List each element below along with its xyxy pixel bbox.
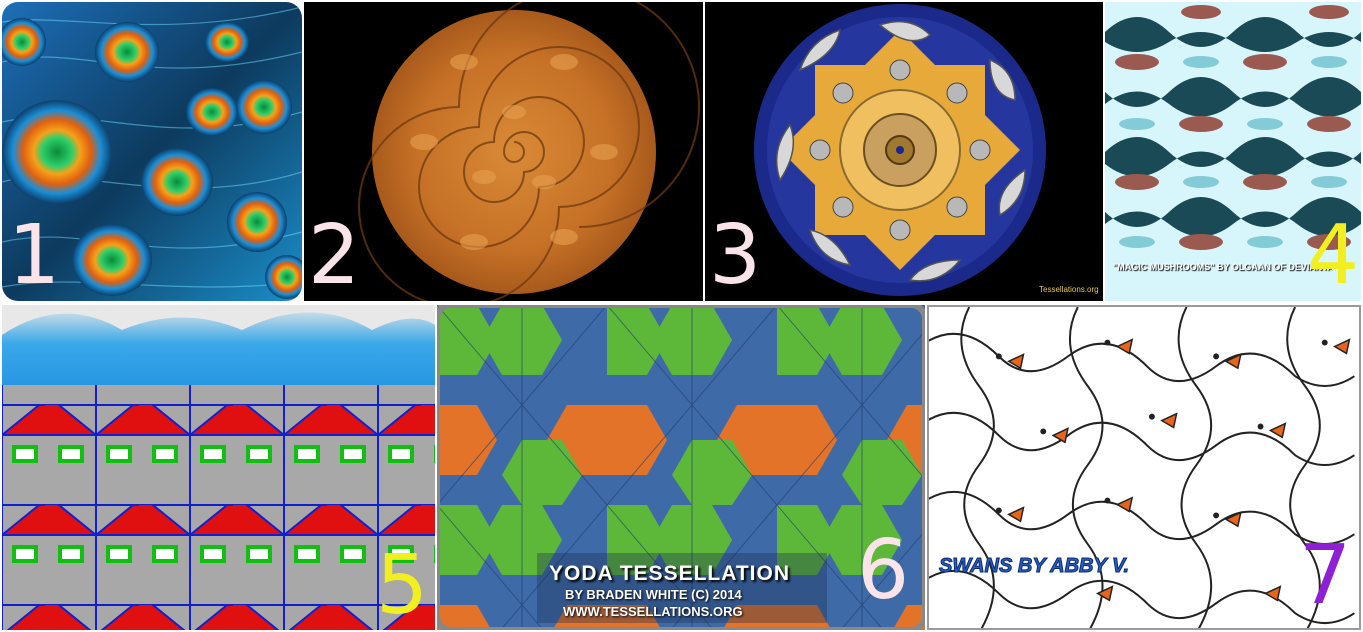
cat-spiral-image <box>304 2 703 301</box>
circular-tessellation-image <box>705 2 1103 301</box>
panel-7-title: SWANS BY ABBY V. <box>938 555 1130 578</box>
houses-tessellation-image <box>2 305 435 630</box>
wavy-pattern-image <box>1105 2 1361 301</box>
panel-5-number: 5 <box>376 538 429 630</box>
panel-7-swans: SWANS BY ABBY V. 7 <box>927 305 1361 630</box>
swans-tessellation-image <box>929 307 1359 628</box>
panel-6-number: 6 <box>857 523 910 618</box>
panel-4-wavy-pattern: "MAGIC MUSHROOMS" BY OLGAAN OF DEVIANTAR… <box>1105 2 1361 301</box>
panel-6-title: YODA TESSELLATION <box>549 562 791 585</box>
panel-2-number: 2 <box>308 208 361 301</box>
panel-1-peacock-feathers: 1 <box>2 2 302 301</box>
panel-3-credit: Tessellations.org <box>1039 285 1099 294</box>
panel-6-byline: BY BRADEN WHITE (C) 2014 <box>565 587 742 602</box>
panel-7-number: 7 <box>1299 528 1352 623</box>
yoda-tessellation-image <box>437 305 925 630</box>
panel-6-site: WWW.TESSELLATIONS.ORG <box>563 604 743 619</box>
panel-3-number: 3 <box>709 208 762 301</box>
panel-1-number: 1 <box>8 208 61 301</box>
panel-3-circular-tessellation: 3 Tessellations.org <box>705 2 1103 301</box>
peacock-feather-image <box>2 2 302 301</box>
panel-6-yoda-tessellation: YODA TESSELLATION BY BRADEN WHITE (C) 20… <box>437 305 925 630</box>
panel-2-cat-spiral: 2 <box>304 2 703 301</box>
panel-5-houses: 5 <box>2 305 435 630</box>
panel-4-number: 4 <box>1307 208 1360 301</box>
panel-4-credit: "MAGIC MUSHROOMS" BY OLGAAN OF DEVIANTAR… <box>1113 262 1333 272</box>
